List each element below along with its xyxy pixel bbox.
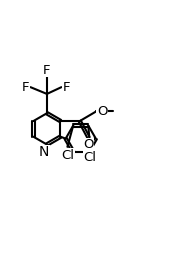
Text: O: O [97, 105, 107, 118]
Text: F: F [22, 81, 29, 94]
Text: Cl: Cl [84, 151, 97, 163]
Text: Cl: Cl [61, 149, 74, 162]
Text: N: N [39, 145, 49, 160]
Text: F: F [63, 81, 70, 94]
Text: O: O [83, 138, 94, 152]
Text: F: F [43, 64, 51, 76]
